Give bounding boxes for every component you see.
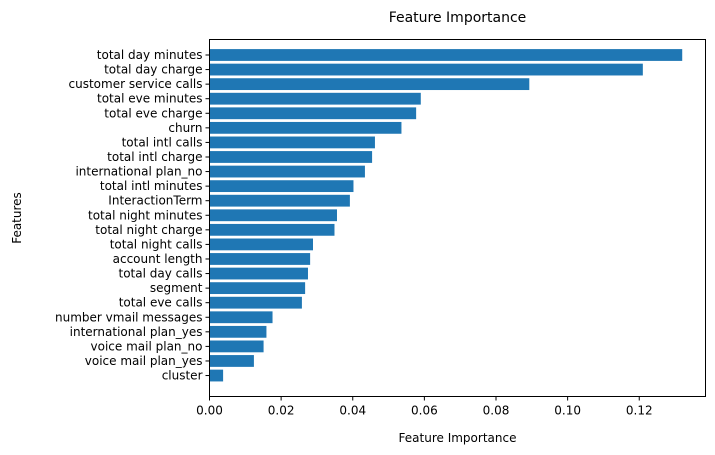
bar-13	[209, 238, 313, 251]
x-axis-ticks: 0.00 0.02 0.04 0.06 0.08 0.10 0.12	[196, 396, 653, 418]
y-tick-label-21: voice mail plan_yes	[85, 354, 203, 368]
y-tick-label-10: InteractionTerm	[108, 194, 202, 208]
bar-2	[209, 78, 530, 91]
bar-6	[209, 136, 375, 149]
y-tick-label-15: total day calls	[118, 267, 202, 281]
bar-17	[209, 296, 302, 309]
y-tick-label-6: total intl calls	[122, 135, 203, 149]
y-tick-label-19: international plan_yes	[70, 325, 203, 339]
x-axis-label: Feature Importance	[399, 431, 517, 445]
y-axis-label: Features	[10, 192, 24, 244]
bar-22	[209, 369, 224, 382]
bar-1	[209, 63, 643, 76]
y-tick-label-9: total intl minutes	[100, 179, 203, 193]
bar-20	[209, 340, 264, 353]
y-tick-label-20: voice mail plan_no	[91, 339, 203, 353]
y-tick-label-11: total night minutes	[88, 208, 203, 222]
x-tick-label-5: 0.10	[554, 404, 581, 418]
y-tick-label-22: cluster	[162, 369, 203, 383]
y-tick-label-12: total night charge	[95, 223, 202, 237]
bar-21	[209, 355, 254, 367]
x-tick-label-2: 0.04	[339, 404, 366, 418]
y-tick-label-17: total eve calls	[119, 296, 203, 310]
bar-9	[209, 180, 354, 193]
x-tick-label-1: 0.02	[268, 404, 295, 418]
y-tick-label-14: account length	[113, 252, 203, 266]
bars-group	[209, 49, 683, 382]
bar-8	[209, 165, 365, 178]
y-tick-label-7: total intl charge	[107, 150, 202, 164]
bar-11	[209, 209, 337, 222]
bar-12	[209, 223, 335, 236]
bar-7	[209, 151, 373, 163]
bar-14	[209, 253, 311, 265]
chart-title: Feature Importance	[389, 10, 527, 26]
x-tick-label-3: 0.06	[411, 404, 438, 418]
y-tick-label-0: total day minutes	[97, 48, 203, 62]
y-tick-label-3: total eve minutes	[97, 92, 203, 106]
bar-19	[209, 325, 267, 338]
y-tick-label-1: total day charge	[104, 63, 202, 77]
bar-4	[209, 107, 417, 120]
bar-0	[209, 49, 683, 61]
bar-16	[209, 282, 306, 295]
plot-frame	[209, 39, 706, 397]
y-tick-label-18: number vmail messages	[55, 310, 202, 324]
x-tick-label-4: 0.08	[483, 404, 510, 418]
x-tick-label-6: 0.12	[626, 404, 653, 418]
bar-18	[209, 311, 273, 324]
y-tick-label-2: customer service calls	[69, 77, 203, 91]
y-tick-label-13: total night calls	[110, 237, 203, 251]
bar-10	[209, 194, 350, 207]
y-tick-label-5: churn	[168, 121, 202, 135]
y-tick-label-8: international plan_no	[75, 165, 202, 179]
y-tick-label-4: total eve charge	[104, 106, 202, 120]
y-tick-label-16: segment	[150, 281, 203, 295]
x-tick-label-0: 0.00	[196, 404, 223, 418]
bar-5	[209, 121, 402, 134]
bar-3	[209, 92, 421, 105]
bar-15	[209, 267, 308, 280]
